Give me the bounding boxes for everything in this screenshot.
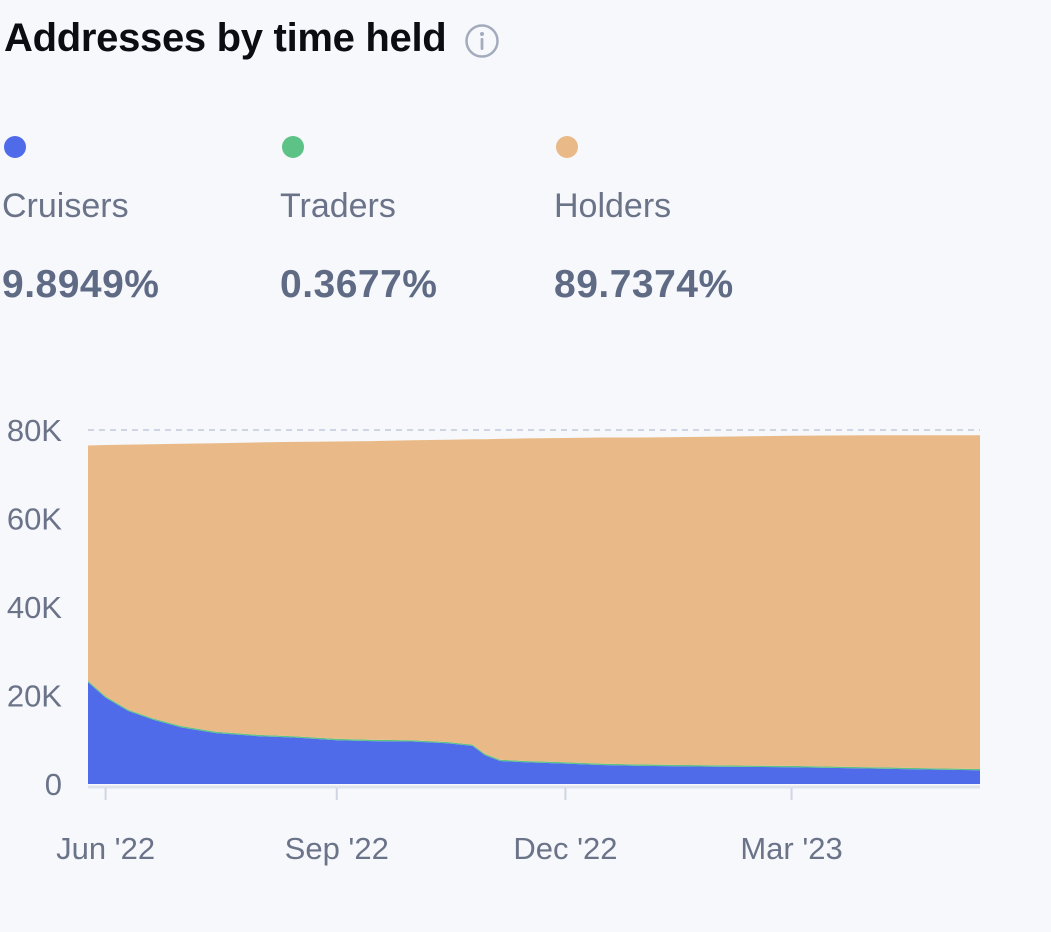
legend-label-holders: Holders <box>554 187 672 225</box>
legend-value-cruisers: 9.8949% <box>2 263 160 306</box>
chart-header: Addresses by time held <box>4 14 500 62</box>
x-tick-label: Sep '22 <box>285 831 389 866</box>
x-tick-label: Jun '22 <box>56 831 155 866</box>
y-tick-label: 60K <box>7 502 62 537</box>
legend-item-traders: Traders 0.3677% <box>280 136 437 306</box>
x-tick-label: Mar '23 <box>740 831 842 866</box>
y-tick-label: 20K <box>7 679 62 714</box>
stacked-area-chart[interactable]: 0 20K 40K 60K 80K Jun '22 Sep '22 Dec '22 Mar '2… <box>0 395 1051 895</box>
info-circle-icon[interactable] <box>464 23 500 59</box>
y-tick-label: 0 <box>45 767 62 802</box>
legend-item-cruisers: Cruisers 9.8949% <box>2 136 159 306</box>
chart-title: Addresses by time held <box>4 16 447 60</box>
y-tick-label: 80K <box>7 413 62 448</box>
cruisers-dot-icon <box>4 136 26 158</box>
holders-dot-icon <box>556 136 578 158</box>
legend-value-holders: 89.7374% <box>554 263 734 306</box>
legend-label-traders: Traders <box>280 187 396 225</box>
x-tick-label: Dec '22 <box>513 831 617 866</box>
legend-item-holders: Holders 89.7374% <box>554 136 733 306</box>
legend-label-cruisers: Cruisers <box>2 187 129 225</box>
y-tick-label: 40K <box>7 590 62 625</box>
legend-value-traders: 0.3677% <box>280 263 438 306</box>
area-holders <box>88 435 980 769</box>
area-cruisers <box>88 682 980 784</box>
traders-dot-icon <box>282 136 304 158</box>
